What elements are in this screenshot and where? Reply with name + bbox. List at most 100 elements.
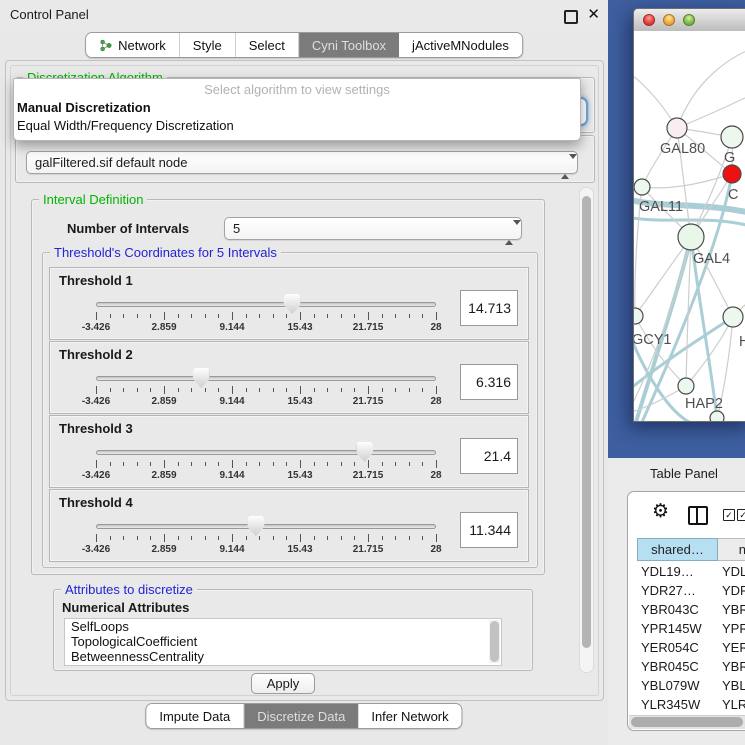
tab-select[interactable]: Select bbox=[235, 33, 299, 57]
checkbox-icon[interactable]: ✓ bbox=[737, 509, 745, 521]
network-canvas[interactable]: GAL80 G C GAL11 GAL4 GCY1 H HAP2 bbox=[634, 31, 745, 421]
tick-mark bbox=[191, 388, 193, 392]
network-edge[interactable] bbox=[676, 46, 745, 129]
threshold-value-field[interactable]: 21.4 bbox=[460, 438, 518, 474]
tick-mark bbox=[123, 388, 125, 392]
scrollbar-thumb[interactable] bbox=[631, 717, 743, 727]
float-window-icon[interactable] bbox=[564, 10, 578, 24]
threshold-value-field[interactable]: 11.344 bbox=[460, 512, 518, 548]
tick-mark bbox=[422, 314, 424, 318]
table-row[interactable]: YBR043C YBR043C bbox=[628, 600, 745, 619]
split-view-icon[interactable] bbox=[688, 506, 708, 525]
table-row[interactable]: YDR27… YDR27… bbox=[628, 581, 745, 600]
threshold-slider[interactable]: -3.426 2.859 9.144 15.43 21.715 28 bbox=[82, 294, 442, 336]
tab-impute-data[interactable]: Impute Data bbox=[146, 704, 245, 728]
network-edge[interactable] bbox=[640, 172, 734, 421]
network-edge[interactable] bbox=[634, 236, 692, 411]
tick-label: 28 bbox=[430, 544, 442, 555]
tick-mark bbox=[354, 536, 356, 540]
algorithm-option-equal-width-frequency-discretization[interactable]: Equal Width/Frequency Discretization bbox=[17, 118, 234, 133]
tick-mark bbox=[327, 314, 329, 318]
table-row[interactable]: YER054C YER054C bbox=[628, 638, 745, 657]
network-window-titlebar[interactable] bbox=[634, 9, 745, 32]
cell-name: YDL19… bbox=[722, 564, 745, 579]
network-node-gal80[interactable] bbox=[666, 117, 688, 139]
gear-icon[interactable]: ⚙ bbox=[652, 501, 670, 522]
tick-label: 9.144 bbox=[219, 396, 245, 407]
threshold-slider[interactable]: -3.426 2.859 9.144 15.43 21.715 28 bbox=[82, 516, 442, 558]
network-node-gcy1[interactable] bbox=[634, 307, 644, 325]
tick-mark bbox=[136, 462, 138, 466]
network-edge[interactable] bbox=[716, 316, 734, 419]
scrollbar-thumb[interactable] bbox=[582, 196, 591, 648]
checkbox-icon[interactable]: ✓ bbox=[723, 509, 735, 521]
attribute-item-selfloops[interactable]: SelfLoops bbox=[71, 619, 129, 634]
network-node-g[interactable] bbox=[720, 125, 744, 149]
table-row[interactable]: YLR345W YLR345W bbox=[628, 695, 745, 714]
tab-network[interactable]: Network bbox=[86, 33, 180, 57]
tab-style[interactable]: Style bbox=[179, 33, 236, 57]
network-edge[interactable] bbox=[634, 186, 643, 317]
column-header-name[interactable]: name bbox=[718, 538, 745, 561]
table-row[interactable]: YDL19… YDL19… bbox=[628, 562, 745, 581]
network-node-c[interactable] bbox=[722, 164, 742, 184]
network-node-gal4[interactable] bbox=[677, 223, 705, 251]
network-edge[interactable] bbox=[634, 69, 678, 129]
cell-shared-name: YBL079W bbox=[641, 678, 700, 693]
horizontal-scrollbar[interactable] bbox=[629, 715, 745, 729]
tab-infer-network[interactable]: Infer Network bbox=[358, 704, 462, 728]
tick-mark bbox=[272, 462, 274, 466]
slider-thumb[interactable] bbox=[192, 368, 210, 388]
number-of-intervals-combobox[interactable]: 5 bbox=[224, 217, 522, 245]
network-node[interactable] bbox=[709, 410, 725, 421]
threshold-value-field[interactable]: 6.316 bbox=[460, 364, 518, 400]
zoom-traffic-light-icon[interactable] bbox=[683, 14, 695, 26]
threshold-slider[interactable]: -3.426 2.859 9.144 15.43 21.715 28 bbox=[82, 442, 442, 484]
attribute-item-betweennesscentrality[interactable]: BetweennessCentrality bbox=[71, 649, 204, 664]
tick-mark bbox=[381, 314, 383, 318]
minimize-traffic-light-icon[interactable] bbox=[663, 14, 675, 26]
column-header-shared-name[interactable]: shared… bbox=[637, 538, 718, 561]
vertical-scrollbar[interactable] bbox=[579, 187, 594, 673]
tick-mark bbox=[109, 536, 111, 540]
slider-thumb[interactable] bbox=[247, 516, 265, 536]
network-edge[interactable] bbox=[689, 235, 719, 420]
tab-cyni-toolbox[interactable]: Cyni Toolbox bbox=[298, 33, 400, 57]
network-edge[interactable] bbox=[634, 331, 691, 421]
tick-mark bbox=[395, 462, 397, 466]
close-icon[interactable]: ✕ bbox=[587, 6, 600, 23]
network-node-hap2[interactable] bbox=[677, 377, 695, 395]
table-data-combobox[interactable]: galFiltered.sif default node bbox=[26, 151, 578, 179]
network-node-gal11[interactable] bbox=[634, 178, 651, 196]
network-node-h[interactable] bbox=[722, 306, 744, 328]
tick-mark bbox=[245, 388, 247, 392]
network-edge[interactable] bbox=[676, 91, 745, 129]
apply-button[interactable]: Apply bbox=[251, 673, 315, 694]
tab-jactivemnodules[interactable]: jActiveMNodules bbox=[399, 33, 522, 57]
tick-mark bbox=[177, 536, 179, 540]
list-scrollbar[interactable] bbox=[489, 620, 500, 663]
attributes-listbox[interactable]: SelfLoops TopologicalCoefficient Betweenne… bbox=[64, 618, 502, 666]
threshold-panel-2: Threshold 2 -3.426 2.859 9.144 15.43 21.715 28… bbox=[49, 341, 529, 414]
tick-mark bbox=[327, 536, 329, 540]
close-traffic-light-icon[interactable] bbox=[643, 14, 655, 26]
table-row[interactable]: YBL079W YBL079W bbox=[628, 676, 745, 695]
table-row[interactable]: YBR045C YBR045C bbox=[628, 657, 745, 676]
tick-label: 9.144 bbox=[219, 544, 245, 555]
table-row[interactable]: YPR145W YPR145W bbox=[628, 619, 745, 638]
scrollbar-thumb[interactable] bbox=[490, 621, 499, 662]
tab-discretize-data[interactable]: Discretize Data bbox=[244, 704, 359, 728]
network-edge[interactable] bbox=[634, 315, 687, 387]
algorithm-option-manual-discretization[interactable]: Manual Discretization bbox=[17, 100, 151, 115]
network-edge[interactable] bbox=[685, 236, 692, 387]
slider-thumb[interactable] bbox=[283, 294, 301, 314]
slider-track bbox=[96, 450, 436, 455]
threshold-label: Threshold 3 bbox=[59, 421, 133, 436]
tick-mark bbox=[204, 388, 206, 392]
slider-thumb[interactable] bbox=[356, 442, 374, 462]
tick-label: -3.426 bbox=[81, 322, 111, 333]
attribute-item-topologicalcoefficient[interactable]: TopologicalCoefficient bbox=[71, 634, 198, 649]
threshold-panel-3: Threshold 3 -3.426 2.859 9.144 15.43 21.715 28… bbox=[49, 415, 529, 488]
threshold-value-field[interactable]: 14.713 bbox=[460, 290, 518, 326]
threshold-slider[interactable]: -3.426 2.859 9.144 15.43 21.715 28 bbox=[82, 368, 442, 410]
